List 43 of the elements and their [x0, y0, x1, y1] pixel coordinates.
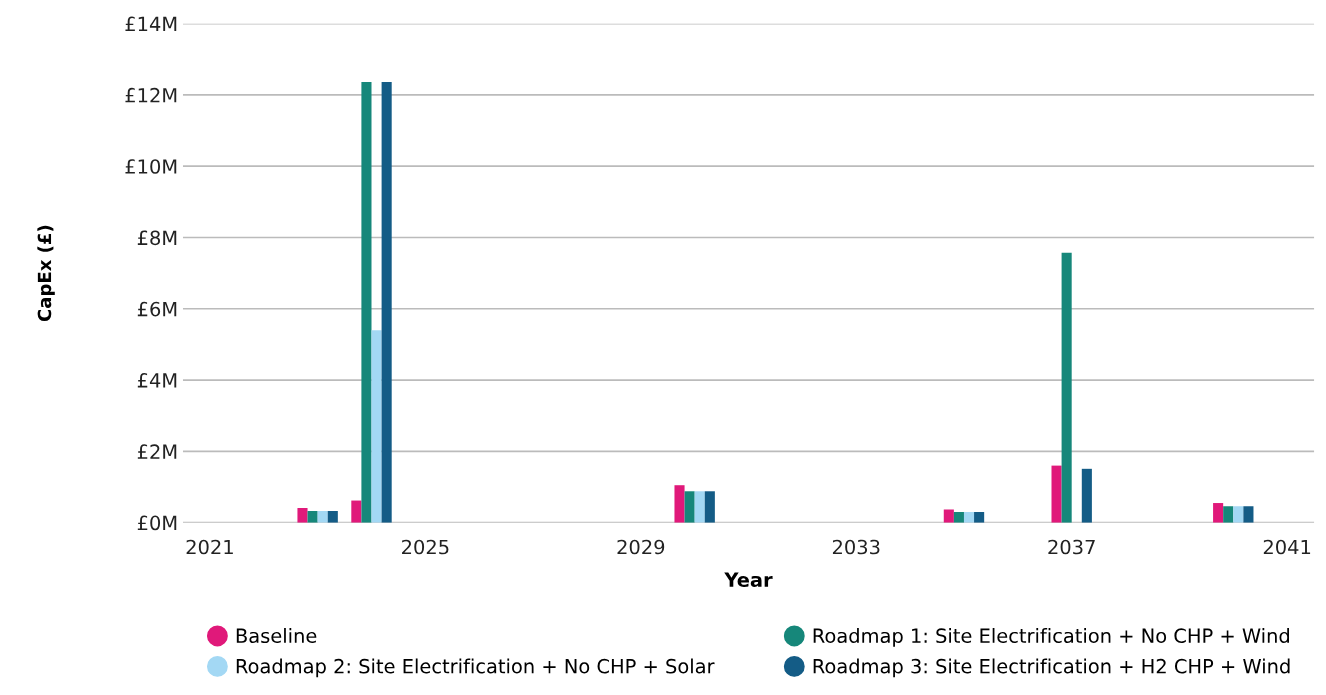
bar [704, 491, 715, 523]
bar [694, 491, 705, 523]
x-tick-label: 2025 [402, 539, 449, 555]
bar [371, 330, 382, 523]
bar [307, 510, 318, 523]
bar [317, 510, 328, 523]
bar [1061, 252, 1072, 523]
bar [974, 511, 985, 523]
legend-label: Roadmap 1: Site Electrification + No CHP + Wind [813, 627, 1289, 647]
bar [1243, 506, 1254, 523]
y-tick-label: £10M [125, 159, 177, 174]
bar [943, 509, 954, 523]
y-axis-title: CapEx (£) [37, 225, 55, 322]
bar [361, 82, 372, 523]
x-tick-label: 2029 [617, 539, 665, 555]
bar [1081, 468, 1092, 523]
x-axis-title: Year [724, 572, 773, 588]
x-tick-label: 2041 [1263, 539, 1311, 555]
bar [327, 510, 338, 523]
bar [1213, 503, 1224, 523]
legend-label: Roadmap 2: Site Electrification + No CHP + Solar [236, 658, 715, 678]
bar [963, 511, 975, 523]
bar [953, 511, 964, 523]
y-tick-label: £6M [137, 301, 177, 317]
bar [297, 508, 308, 523]
y-tick-label: £14M [125, 16, 177, 32]
y-tick-label: £0M [137, 515, 177, 531]
y-tick-label: £4M [137, 373, 177, 388]
bar [1051, 465, 1062, 523]
y-tick-label: £8M [137, 230, 177, 246]
y-tick-label: £12M [125, 87, 177, 103]
legend-label: Baseline [236, 627, 317, 644]
bar [381, 82, 392, 523]
bar [1233, 506, 1244, 523]
x-tick-label: 2037 [1048, 539, 1095, 555]
x-tick-label: 2033 [832, 539, 880, 555]
bar [684, 491, 695, 523]
bar [351, 500, 362, 523]
bar [674, 485, 685, 523]
x-tick-label: 2021 [186, 539, 233, 555]
legend-label: Roadmap 3: Site Electrification + H2 CHP + Wind [813, 658, 1290, 678]
y-tick-label: £2M [137, 444, 177, 459]
bar [1223, 506, 1234, 523]
